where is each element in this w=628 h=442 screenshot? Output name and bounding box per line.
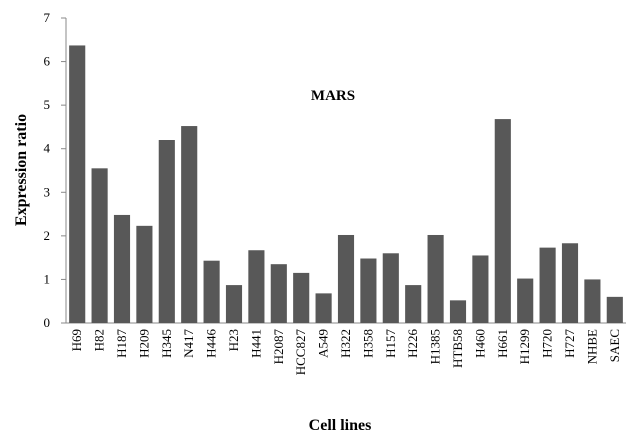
bar bbox=[427, 234, 444, 323]
y-tick-label: 5 bbox=[44, 97, 51, 112]
x-axis-label: Cell lines bbox=[309, 417, 372, 434]
bar bbox=[270, 264, 287, 323]
bar bbox=[136, 225, 153, 323]
x-tick-label: H82 bbox=[92, 329, 107, 351]
x-tick-label: H209 bbox=[136, 329, 151, 358]
x-tick-label: H441 bbox=[248, 329, 263, 358]
x-tick-label: H1299 bbox=[517, 329, 532, 364]
x-tick-label: A549 bbox=[316, 329, 331, 358]
x-tick-label: N417 bbox=[181, 329, 196, 358]
y-tick-label: 3 bbox=[44, 184, 51, 199]
bar bbox=[248, 250, 265, 323]
y-axis-label: Expression ratio bbox=[13, 114, 30, 226]
bar bbox=[315, 293, 332, 323]
x-tick-label: H446 bbox=[204, 329, 219, 358]
x-tick-label: H157 bbox=[383, 329, 398, 358]
y-tick-label: 6 bbox=[44, 54, 51, 69]
bar bbox=[158, 140, 175, 323]
y-tick-label: 4 bbox=[44, 141, 51, 156]
bar bbox=[225, 285, 243, 323]
x-tick-label: NHBE bbox=[584, 329, 599, 364]
bar bbox=[405, 285, 422, 323]
bar bbox=[69, 45, 86, 323]
x-tick-label: H1385 bbox=[428, 329, 443, 364]
bar bbox=[382, 253, 399, 323]
x-tick-label: H69 bbox=[69, 329, 84, 351]
bar bbox=[584, 279, 601, 323]
chart-title: MARS bbox=[311, 88, 355, 104]
y-tick-label: 2 bbox=[44, 228, 51, 243]
x-tick-label: H345 bbox=[159, 329, 174, 358]
bar bbox=[203, 260, 220, 323]
x-tick-label: H460 bbox=[472, 329, 487, 358]
bar bbox=[181, 126, 198, 323]
bar bbox=[561, 243, 579, 323]
x-tick-label: H23 bbox=[226, 329, 241, 351]
x-tick-label: HTB58 bbox=[450, 329, 465, 368]
bar bbox=[113, 214, 131, 323]
x-tick-label: H727 bbox=[562, 329, 577, 358]
x-tick-label: H720 bbox=[540, 329, 555, 358]
x-tick-label: H661 bbox=[495, 329, 510, 358]
bar bbox=[606, 296, 623, 323]
x-tick-label: HCC827 bbox=[293, 329, 308, 376]
bar bbox=[472, 255, 489, 323]
bar bbox=[293, 272, 310, 323]
x-tick-label: H358 bbox=[360, 329, 375, 358]
y-tick-label: 7 bbox=[44, 10, 51, 25]
x-tick-label: SAEC bbox=[607, 329, 622, 362]
x-tick-label: H226 bbox=[405, 329, 420, 358]
y-tick-label: 1 bbox=[44, 271, 51, 286]
bar bbox=[91, 168, 108, 323]
x-tick-label: H2087 bbox=[271, 329, 286, 365]
y-tick-label: 0 bbox=[44, 315, 51, 330]
x-tick-label: H187 bbox=[114, 329, 129, 358]
bar bbox=[449, 300, 467, 323]
x-tick-label: H322 bbox=[338, 329, 353, 358]
bar bbox=[494, 119, 511, 323]
bar bbox=[517, 278, 534, 323]
bar bbox=[337, 234, 355, 323]
bar bbox=[360, 258, 377, 323]
bar bbox=[539, 247, 556, 323]
